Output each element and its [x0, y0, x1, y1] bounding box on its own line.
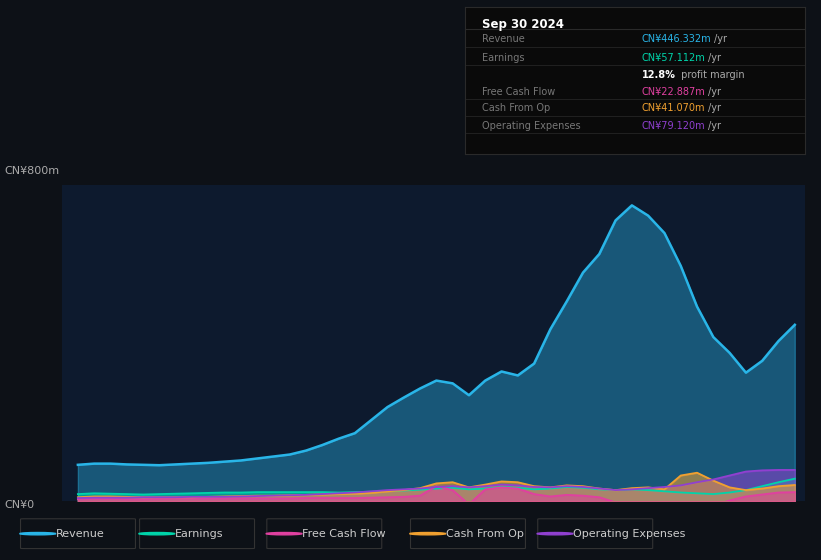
Text: Cash From Op: Cash From Op: [482, 104, 550, 113]
Text: Cash From Op: Cash From Op: [446, 529, 524, 539]
Text: Revenue: Revenue: [482, 34, 525, 44]
Text: /yr: /yr: [709, 54, 722, 63]
Text: CN¥79.120m: CN¥79.120m: [642, 121, 705, 131]
Text: Revenue: Revenue: [56, 529, 104, 539]
Text: /yr: /yr: [709, 121, 722, 131]
Text: CN¥446.332m: CN¥446.332m: [642, 34, 712, 44]
Circle shape: [266, 533, 302, 535]
Text: Free Cash Flow: Free Cash Flow: [482, 86, 555, 96]
Text: CN¥800m: CN¥800m: [4, 166, 59, 176]
Text: Free Cash Flow: Free Cash Flow: [302, 529, 386, 539]
Text: Operating Expenses: Operating Expenses: [482, 121, 580, 131]
Circle shape: [410, 533, 446, 535]
Text: Earnings: Earnings: [482, 54, 525, 63]
Text: Operating Expenses: Operating Expenses: [573, 529, 686, 539]
Circle shape: [20, 533, 56, 535]
Circle shape: [537, 533, 573, 535]
Text: CN¥0: CN¥0: [4, 500, 34, 510]
Text: profit margin: profit margin: [677, 69, 745, 80]
Text: CN¥57.112m: CN¥57.112m: [642, 54, 705, 63]
Text: /yr: /yr: [709, 86, 722, 96]
Text: CN¥41.070m: CN¥41.070m: [642, 104, 705, 113]
Text: /yr: /yr: [714, 34, 727, 44]
Text: 12.8%: 12.8%: [642, 69, 676, 80]
Circle shape: [139, 533, 175, 535]
Text: /yr: /yr: [709, 104, 722, 113]
Text: Earnings: Earnings: [175, 529, 223, 539]
Text: Sep 30 2024: Sep 30 2024: [482, 17, 564, 31]
Text: CN¥22.887m: CN¥22.887m: [642, 86, 705, 96]
